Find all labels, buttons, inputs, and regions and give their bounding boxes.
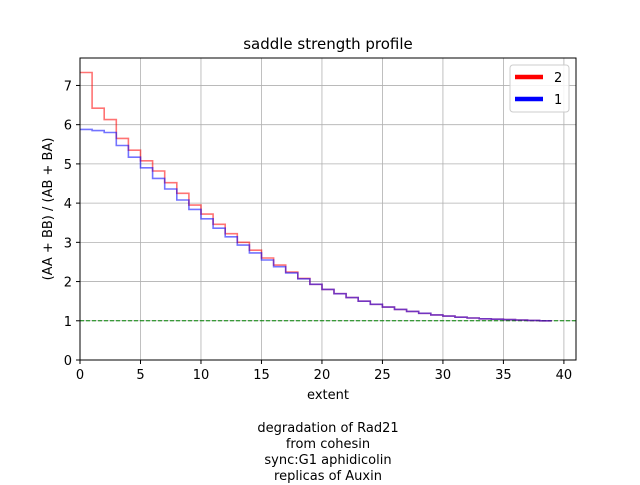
series-layer <box>80 71 552 322</box>
y-tick-label: 1 <box>64 315 72 330</box>
legend-label-2: 2 <box>554 71 562 86</box>
x-tick-label: 10 <box>193 368 210 383</box>
caption-line-3: sync:G1 aphidicolin <box>264 453 392 468</box>
legend-label-1: 1 <box>554 93 562 108</box>
caption-line-4: replicas of Auxin <box>274 469 382 484</box>
x-tick-label: 5 <box>136 368 144 383</box>
x-tick-label: 40 <box>556 368 573 383</box>
x-tick-label: 20 <box>314 368 331 383</box>
grid-lines <box>79 58 576 361</box>
y-tick-label: 4 <box>64 197 72 212</box>
x-tick-label: 25 <box>374 368 391 383</box>
x-tick-label: 15 <box>253 368 270 383</box>
caption-line-1: degradation of Rad21 <box>257 421 399 436</box>
x-tick-label: 0 <box>76 368 84 383</box>
y-tick-label: 5 <box>64 158 72 173</box>
x-axis-label: extent <box>307 388 349 403</box>
y-tick-label: 3 <box>64 236 72 251</box>
axis-ticks: 0 5 10 15 20 25 30 35 40 0 1 2 3 4 5 6 7 <box>64 79 572 383</box>
y-tick-label: 2 <box>64 276 72 291</box>
x-tick-label: 35 <box>495 368 512 383</box>
y-tick-label: 7 <box>64 79 72 94</box>
series-line-1 <box>80 128 552 322</box>
legend: 21 <box>509 64 570 113</box>
y-tick-label: 0 <box>64 354 72 369</box>
x-tick-label: 30 <box>435 368 452 383</box>
plot-area-frame <box>79 57 577 361</box>
y-axis-label: (AA + BB) / (AB + BA) <box>41 138 56 281</box>
caption-line-2: from cohesin <box>285 437 371 452</box>
chart-title: saddle strength profile <box>243 35 413 53</box>
y-tick-label: 6 <box>64 119 72 134</box>
